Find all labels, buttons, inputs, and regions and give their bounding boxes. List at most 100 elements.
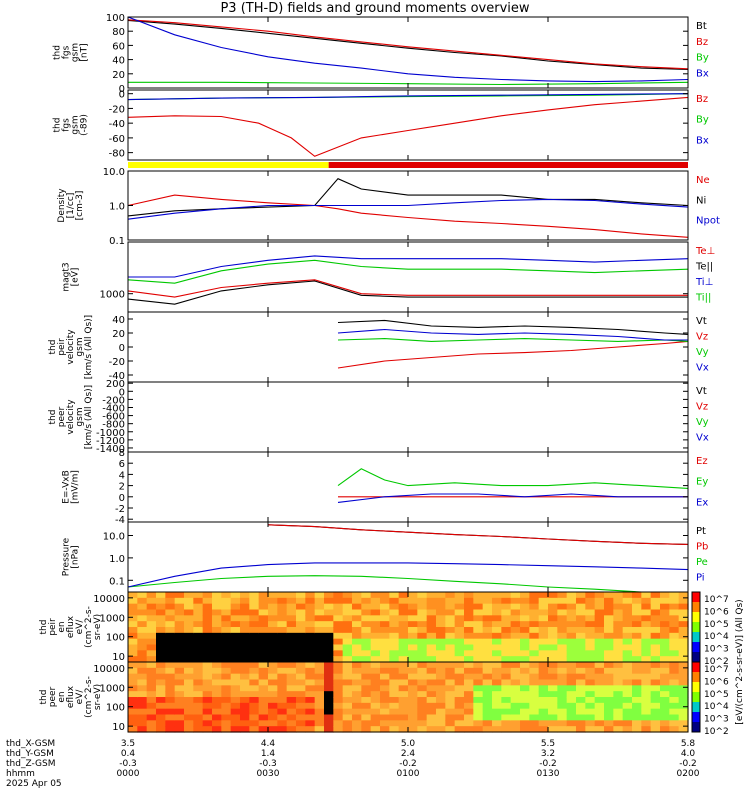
spectrogram-cell bbox=[529, 679, 540, 686]
spectrogram-cell bbox=[212, 720, 222, 727]
spectrogram-cell bbox=[408, 597, 418, 605]
spectrogram-cell bbox=[576, 609, 586, 616]
spectrogram-cell bbox=[268, 638, 278, 646]
spectrogram-cell bbox=[538, 673, 549, 681]
spectrogram-cell bbox=[380, 650, 390, 657]
spectrogram-cell bbox=[650, 632, 661, 640]
spectrogram-cell bbox=[221, 673, 232, 681]
spectrogram-cell bbox=[230, 726, 241, 733]
spectrogram-cell bbox=[464, 667, 474, 675]
spectrogram-cell bbox=[678, 609, 689, 616]
y-tick-label: -40 bbox=[109, 119, 125, 130]
spectrogram-cell bbox=[202, 621, 213, 628]
spectrogram-cell bbox=[286, 621, 297, 628]
spectrogram-cell bbox=[342, 702, 353, 710]
spectrogram-cell bbox=[454, 632, 465, 640]
spectrogram-cell bbox=[314, 714, 325, 721]
y-tick-label: 20 bbox=[112, 329, 125, 340]
spectrogram-cell bbox=[445, 609, 456, 616]
spectrogram-cell bbox=[352, 667, 362, 675]
spectrogram-cell bbox=[520, 726, 530, 733]
spectrogram-cell bbox=[165, 592, 176, 599]
spectrogram-cell bbox=[165, 632, 176, 640]
spectrogram-cell bbox=[352, 691, 362, 698]
spectrogram-cell bbox=[669, 644, 680, 651]
spectrogram-cell bbox=[370, 702, 381, 710]
spectrogram-cell bbox=[277, 644, 288, 651]
spectrogram-cell bbox=[632, 603, 642, 611]
spectrogram-cell bbox=[174, 679, 185, 686]
spectrogram-cell bbox=[296, 691, 306, 698]
spectrogram-cell bbox=[268, 627, 278, 634]
spectrogram-cell bbox=[389, 685, 400, 692]
spectrogram-cell bbox=[557, 644, 568, 651]
spectrogram-cell bbox=[408, 627, 418, 634]
spectrogram-cell bbox=[380, 638, 390, 646]
spectrogram-cell bbox=[650, 592, 661, 599]
spectrogram-cell bbox=[566, 615, 577, 622]
spectrogram-cell bbox=[426, 632, 437, 640]
spectrogram-cell bbox=[585, 638, 596, 646]
spectrogram-cell bbox=[408, 656, 418, 663]
spectrogram-cell bbox=[314, 691, 325, 698]
spectrogram-cell bbox=[529, 714, 540, 721]
spectrogram-cell bbox=[622, 720, 633, 727]
spectrogram-cell bbox=[604, 708, 614, 716]
spectrogram-cell bbox=[650, 656, 661, 663]
spectrogram-cell bbox=[548, 621, 558, 628]
spectrogram-cell bbox=[641, 621, 652, 628]
spectrogram-cell bbox=[249, 702, 260, 710]
spectrogram-cell bbox=[613, 697, 624, 704]
spectrogram-cell bbox=[594, 714, 605, 721]
spectrogram-cell bbox=[370, 650, 381, 657]
time-axis-value: -0.2 bbox=[399, 759, 417, 769]
spectrogram-cell bbox=[352, 597, 362, 605]
spectrogram-cell bbox=[249, 726, 260, 733]
spectrogram-cell bbox=[641, 667, 652, 675]
spectrogram-cell bbox=[408, 638, 418, 646]
spectrogram-cell bbox=[538, 592, 549, 599]
spectrogram-cell bbox=[548, 726, 558, 733]
spectrogram-cell bbox=[184, 702, 194, 710]
spectrogram-cell bbox=[548, 632, 558, 640]
colorbar-tick-label: 10^5 bbox=[704, 620, 729, 630]
y-tick-label: 10000 bbox=[93, 664, 125, 675]
spectrogram-cell bbox=[445, 627, 456, 634]
spectrogram-cell bbox=[510, 673, 521, 681]
spectrogram-cell bbox=[482, 720, 493, 727]
spectrogram-cell bbox=[230, 714, 241, 721]
spectrogram-cell bbox=[426, 627, 437, 634]
spectrogram-cell bbox=[594, 726, 605, 733]
y-tick-label: 1.0 bbox=[109, 554, 125, 565]
spectrogram-cell bbox=[622, 638, 633, 646]
panel-frame bbox=[127, 311, 689, 383]
spectrogram-cell bbox=[464, 697, 474, 704]
spectrogram-cell bbox=[473, 621, 484, 628]
spectrogram-cell bbox=[445, 673, 456, 681]
series-line-Pe bbox=[127, 575, 688, 593]
spectrogram-cell bbox=[510, 667, 521, 675]
spectrogram-cell bbox=[361, 656, 372, 663]
y-tick-label: 0.1 bbox=[109, 236, 125, 247]
legend-Te||: Te|| bbox=[695, 262, 713, 273]
spectrogram-cell bbox=[613, 644, 624, 651]
spectrogram-cell bbox=[146, 621, 157, 628]
spectrogram-cell bbox=[538, 702, 549, 710]
spectrogram-cell bbox=[520, 697, 530, 704]
spectrogram-cell bbox=[557, 685, 568, 692]
spectrogram-cell bbox=[501, 656, 512, 663]
spectrogram-cell bbox=[286, 697, 297, 704]
spectrogram-cell bbox=[370, 597, 381, 605]
legend-By: By bbox=[696, 115, 709, 126]
spectrogram-cell bbox=[352, 673, 362, 681]
spectrogram-cell bbox=[510, 708, 521, 716]
spectrogram-cell bbox=[566, 720, 577, 727]
spectrogram-cell bbox=[165, 673, 176, 681]
spectrogram-cell bbox=[632, 662, 642, 669]
spectrogram-cell bbox=[221, 656, 232, 663]
spectrogram-cell bbox=[557, 679, 568, 686]
spectrogram-cell bbox=[165, 714, 176, 721]
spectrogram-cell bbox=[529, 650, 540, 657]
spectrogram-cell bbox=[268, 621, 278, 628]
spectrogram-cell bbox=[352, 708, 362, 716]
